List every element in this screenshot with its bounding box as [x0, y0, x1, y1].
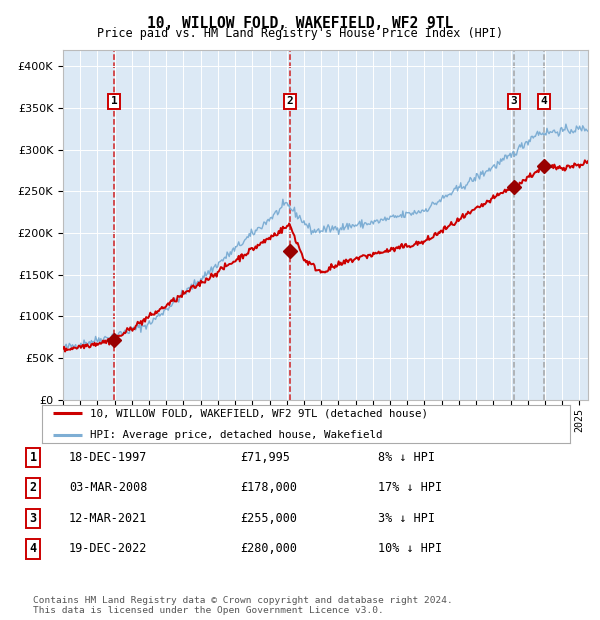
Text: 1: 1: [110, 96, 118, 106]
Text: £178,000: £178,000: [240, 482, 297, 494]
Text: Price paid vs. HM Land Registry's House Price Index (HPI): Price paid vs. HM Land Registry's House …: [97, 27, 503, 40]
Text: 10, WILLOW FOLD, WAKEFIELD, WF2 9TL (detached house): 10, WILLOW FOLD, WAKEFIELD, WF2 9TL (det…: [89, 409, 428, 419]
Text: 03-MAR-2008: 03-MAR-2008: [69, 482, 148, 494]
Text: 2: 2: [29, 482, 37, 494]
Text: HPI: Average price, detached house, Wakefield: HPI: Average price, detached house, Wake…: [89, 430, 382, 440]
Text: Contains HM Land Registry data © Crown copyright and database right 2024.
This d: Contains HM Land Registry data © Crown c…: [33, 596, 453, 615]
Text: 4: 4: [541, 96, 548, 106]
Text: £280,000: £280,000: [240, 542, 297, 555]
Text: 3% ↓ HPI: 3% ↓ HPI: [378, 512, 435, 525]
Text: 18-DEC-1997: 18-DEC-1997: [69, 451, 148, 464]
Text: 8% ↓ HPI: 8% ↓ HPI: [378, 451, 435, 464]
Text: 3: 3: [29, 512, 37, 525]
Text: 10, WILLOW FOLD, WAKEFIELD, WF2 9TL: 10, WILLOW FOLD, WAKEFIELD, WF2 9TL: [147, 16, 453, 30]
Text: 4: 4: [29, 542, 37, 555]
Text: 10% ↓ HPI: 10% ↓ HPI: [378, 542, 442, 555]
Text: 12-MAR-2021: 12-MAR-2021: [69, 512, 148, 525]
Text: 1: 1: [29, 451, 37, 464]
Text: 3: 3: [511, 96, 517, 106]
Text: 17% ↓ HPI: 17% ↓ HPI: [378, 482, 442, 494]
Text: £71,995: £71,995: [240, 451, 290, 464]
Text: 2: 2: [286, 96, 293, 106]
Text: 19-DEC-2022: 19-DEC-2022: [69, 542, 148, 555]
Text: £255,000: £255,000: [240, 512, 297, 525]
